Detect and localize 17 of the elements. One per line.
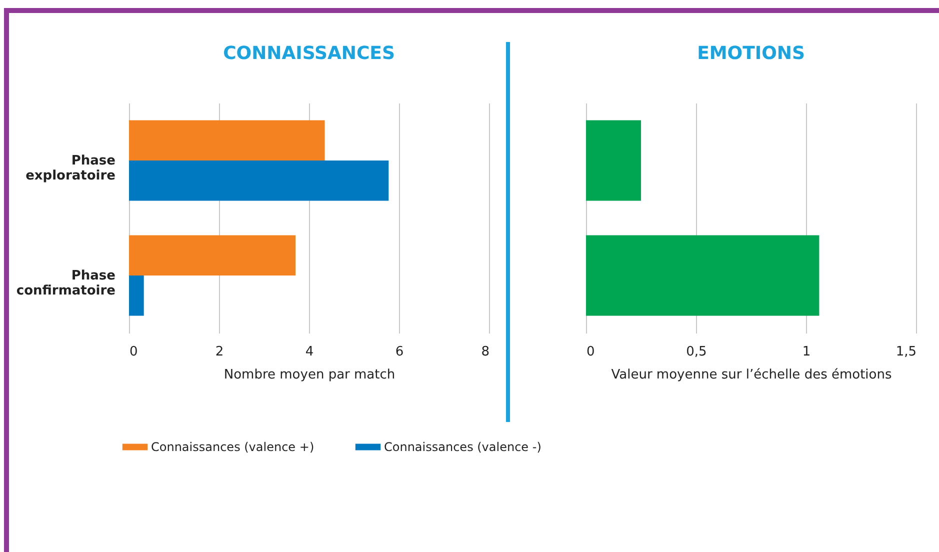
x-tick-label: 0	[586, 344, 595, 360]
y-tick-label: Phase exploratoire	[26, 154, 116, 184]
x-tick-label: 0	[130, 344, 138, 360]
chart-title: CONNAISSANCES	[223, 43, 395, 64]
x-tick-label: 0,5	[686, 344, 707, 360]
x-tick-label: 6	[395, 344, 404, 360]
x-tick-label: 2	[215, 344, 224, 360]
x-tick-label: 1	[802, 344, 811, 360]
chart-title: EMOTIONS	[697, 43, 805, 64]
y-tick-label: Phase confirmatoire	[16, 268, 116, 298]
legend-label: Connaissances (valence -)	[384, 440, 542, 454]
x-tick-label: 4	[305, 344, 314, 360]
x-axis-title: Valeur moyenne sur l’échelle des émotions	[611, 368, 892, 382]
x-tick-label: 1,5	[896, 344, 916, 360]
x-axis-title: Nombre moyen par match	[224, 368, 396, 382]
legend-label: Connaissances (valence +)	[151, 440, 314, 454]
x-tick-label: 8	[481, 344, 490, 360]
